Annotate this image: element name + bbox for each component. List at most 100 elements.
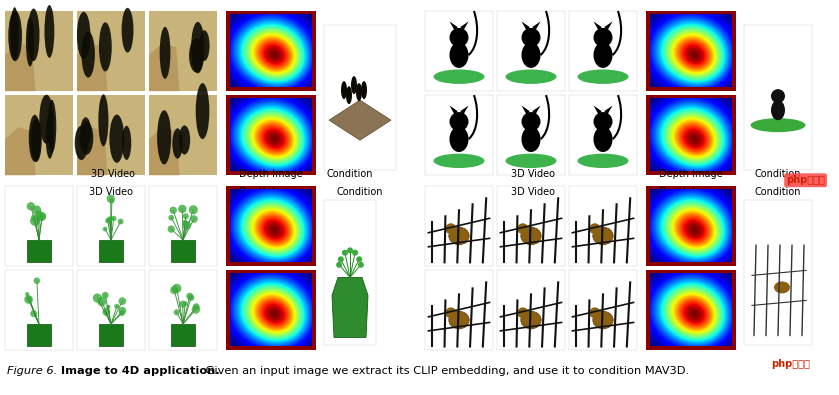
Ellipse shape bbox=[28, 8, 39, 61]
Ellipse shape bbox=[98, 94, 108, 146]
Ellipse shape bbox=[521, 227, 541, 245]
Polygon shape bbox=[332, 277, 368, 337]
Circle shape bbox=[118, 297, 126, 305]
Circle shape bbox=[172, 284, 181, 293]
Text: Depth Image: Depth Image bbox=[659, 169, 723, 179]
Bar bbox=[425, 11, 493, 91]
Bar bbox=[149, 95, 217, 175]
Ellipse shape bbox=[351, 76, 357, 94]
Circle shape bbox=[168, 226, 175, 233]
Text: Condition: Condition bbox=[755, 169, 801, 179]
Polygon shape bbox=[533, 21, 540, 31]
Bar bbox=[77, 11, 145, 91]
Circle shape bbox=[446, 307, 456, 318]
Ellipse shape bbox=[593, 227, 613, 245]
Bar bbox=[5, 11, 73, 91]
Ellipse shape bbox=[159, 27, 170, 79]
Polygon shape bbox=[461, 105, 468, 115]
Circle shape bbox=[32, 205, 41, 214]
Polygon shape bbox=[522, 105, 529, 115]
Circle shape bbox=[102, 292, 109, 299]
Circle shape bbox=[338, 256, 344, 262]
Ellipse shape bbox=[75, 126, 88, 160]
Bar bbox=[425, 186, 493, 266]
Circle shape bbox=[771, 89, 785, 103]
Circle shape bbox=[189, 205, 198, 214]
Ellipse shape bbox=[341, 81, 347, 99]
Circle shape bbox=[522, 28, 540, 47]
Polygon shape bbox=[533, 105, 540, 115]
Ellipse shape bbox=[434, 154, 484, 168]
Ellipse shape bbox=[77, 12, 91, 59]
Ellipse shape bbox=[80, 121, 93, 155]
Circle shape bbox=[593, 28, 612, 47]
Circle shape bbox=[110, 199, 114, 203]
Circle shape bbox=[352, 250, 358, 256]
Circle shape bbox=[119, 310, 125, 316]
Polygon shape bbox=[329, 100, 391, 140]
Circle shape bbox=[107, 216, 112, 222]
Ellipse shape bbox=[122, 8, 133, 53]
Circle shape bbox=[188, 295, 195, 301]
Circle shape bbox=[180, 301, 186, 308]
Circle shape bbox=[30, 310, 37, 317]
Ellipse shape bbox=[122, 126, 131, 160]
Circle shape bbox=[35, 211, 43, 218]
Ellipse shape bbox=[449, 311, 469, 329]
Ellipse shape bbox=[577, 70, 628, 84]
Circle shape bbox=[97, 297, 107, 306]
Polygon shape bbox=[149, 43, 180, 91]
Circle shape bbox=[34, 278, 40, 284]
Polygon shape bbox=[5, 43, 35, 91]
Bar bbox=[324, 200, 376, 346]
Ellipse shape bbox=[157, 110, 171, 164]
Text: 3D Video: 3D Video bbox=[511, 187, 555, 197]
Ellipse shape bbox=[26, 17, 34, 67]
Circle shape bbox=[174, 309, 180, 315]
Circle shape bbox=[518, 307, 529, 318]
Bar bbox=[497, 186, 565, 266]
Circle shape bbox=[107, 218, 112, 223]
Circle shape bbox=[39, 212, 46, 220]
Text: 3D Video: 3D Video bbox=[511, 169, 555, 179]
Bar bbox=[497, 95, 565, 175]
Ellipse shape bbox=[31, 118, 42, 162]
Polygon shape bbox=[593, 105, 602, 115]
Text: Depth Image: Depth Image bbox=[239, 169, 303, 179]
Circle shape bbox=[102, 308, 110, 316]
Bar bbox=[646, 271, 736, 350]
Circle shape bbox=[522, 112, 540, 131]
Circle shape bbox=[169, 207, 177, 214]
Bar bbox=[569, 95, 637, 175]
Circle shape bbox=[518, 223, 529, 234]
Bar bbox=[149, 11, 217, 91]
Circle shape bbox=[593, 112, 612, 131]
Ellipse shape bbox=[577, 154, 628, 168]
Ellipse shape bbox=[522, 126, 540, 152]
Polygon shape bbox=[604, 105, 612, 115]
Circle shape bbox=[347, 247, 353, 253]
Circle shape bbox=[358, 262, 364, 268]
Circle shape bbox=[193, 303, 200, 310]
Ellipse shape bbox=[109, 115, 124, 163]
Polygon shape bbox=[149, 127, 180, 175]
Ellipse shape bbox=[179, 125, 190, 154]
Text: Depth Image: Depth Image bbox=[659, 187, 723, 197]
Circle shape bbox=[590, 307, 600, 318]
Ellipse shape bbox=[39, 95, 54, 144]
Ellipse shape bbox=[11, 7, 18, 60]
Circle shape bbox=[30, 216, 40, 226]
Ellipse shape bbox=[8, 11, 22, 61]
Bar bbox=[5, 95, 73, 175]
Circle shape bbox=[191, 305, 200, 314]
Ellipse shape bbox=[522, 42, 540, 68]
Bar bbox=[77, 186, 145, 266]
Circle shape bbox=[170, 286, 178, 294]
Text: Condition: Condition bbox=[755, 187, 801, 197]
Circle shape bbox=[182, 221, 191, 230]
Ellipse shape bbox=[751, 118, 805, 132]
Text: Depth Image: Depth Image bbox=[239, 187, 303, 197]
Bar bbox=[646, 95, 736, 175]
Ellipse shape bbox=[29, 115, 41, 162]
Circle shape bbox=[118, 307, 126, 315]
